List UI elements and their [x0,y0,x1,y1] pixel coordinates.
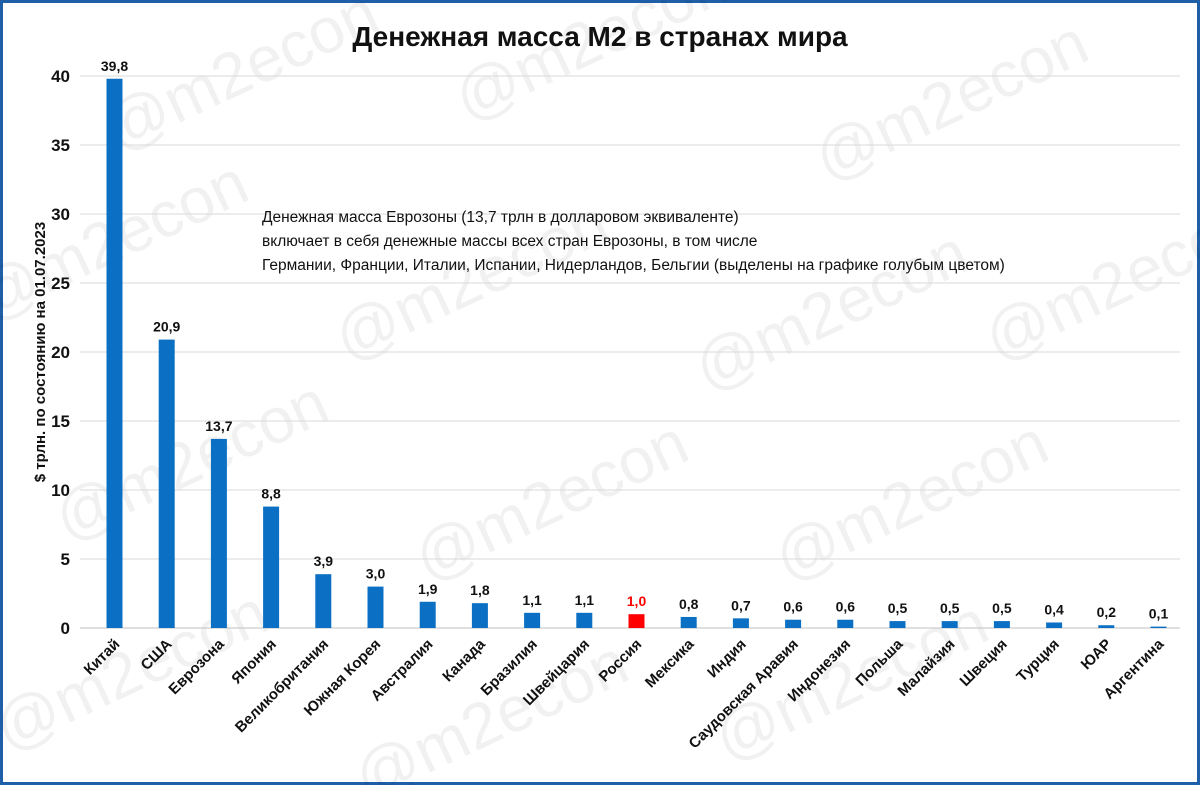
data-label: 3,0 [366,566,386,582]
y-tick-label: 20 [51,343,70,362]
bar [941,621,958,628]
x-tick-label: Мексика [642,635,698,691]
data-label: 0,6 [836,599,856,615]
watermark-text: @m2econ [403,406,699,595]
bar [785,619,802,628]
data-label: 0,7 [731,597,751,613]
data-label: 0,4 [1044,601,1064,617]
chart-title: Денежная масса М2 в странах мира [352,21,848,52]
annotation-line-3: Германии, Франции, Италии, Испании, Ниде… [262,257,1005,274]
bar [576,612,593,628]
data-label: 1,9 [418,581,438,597]
data-label: 1,0 [627,593,647,609]
data-label: 20,9 [153,319,180,335]
data-label: 8,8 [261,486,281,502]
data-label: 1,1 [522,592,542,608]
data-label: 0,1 [1149,606,1169,622]
bar [680,616,697,628]
data-label: 3,9 [314,553,334,569]
bar [210,438,227,628]
data-label: 0,8 [679,596,699,612]
y-tick-label: 40 [51,67,70,86]
data-label: 0,5 [940,600,960,616]
annotation-line-2: включает в себя денежные массы всех стра… [262,233,757,250]
y-axis-label: $ трлн. по состоянию на 01.07.2023 [32,222,49,482]
y-tick-label: 5 [61,550,70,569]
bar [1098,625,1115,628]
bar [1150,626,1167,628]
bar [106,78,123,628]
x-tick-label: Индия [704,636,749,681]
data-label: 39,8 [101,58,128,74]
data-labels: 39,8 20,9 13,7 8,8 3,9 3,0 1,9 1,8 1,1 1,1 1,0 0,8 0… [101,58,1169,622]
y-tick-label: 15 [51,412,70,431]
bar [263,506,280,628]
y-tick-label: 30 [51,205,70,224]
y-tick-label: 35 [51,136,70,155]
bar [419,601,436,628]
data-label: 0,2 [1097,604,1117,620]
watermark-text: @m2econ [763,406,1059,595]
bar [1046,622,1063,628]
data-label: 13,7 [205,418,232,434]
watermark-text: @m2econ [93,0,389,165]
watermark-text: @m2econ [343,626,639,785]
x-tick-label: Турция [1013,636,1063,686]
data-label: 0,5 [992,600,1012,616]
watermark-text: @m2econ [43,366,339,555]
data-label: 0,6 [783,599,803,615]
bar [993,621,1010,628]
data-label: 1,8 [470,582,490,598]
bar [158,339,175,628]
data-label: 1,1 [575,592,595,608]
bar [315,574,332,628]
x-tick-label: ЮАР [1078,636,1115,673]
y-tick-label: 0 [61,619,70,638]
bar [628,614,645,628]
y-axis-ticks: 0 5 10 15 20 25 30 35 40 [51,67,70,638]
y-tick-label: 25 [51,274,70,293]
data-label: 0,5 [888,600,908,616]
gridlines [80,75,1180,629]
x-tick-label: Канада [439,635,489,685]
annotation-line-1: Денежная масса Еврозоны (13,7 трлн в дол… [262,209,739,226]
y-tick-label: 10 [51,481,70,500]
bar [889,621,906,628]
annotation-note: Денежная масса Еврозоны (13,7 трлн в дол… [262,209,1005,274]
bars [106,78,1167,628]
bar [367,586,384,628]
bar [732,618,749,628]
bar [471,603,488,628]
bar [837,619,854,628]
bar [524,612,541,628]
